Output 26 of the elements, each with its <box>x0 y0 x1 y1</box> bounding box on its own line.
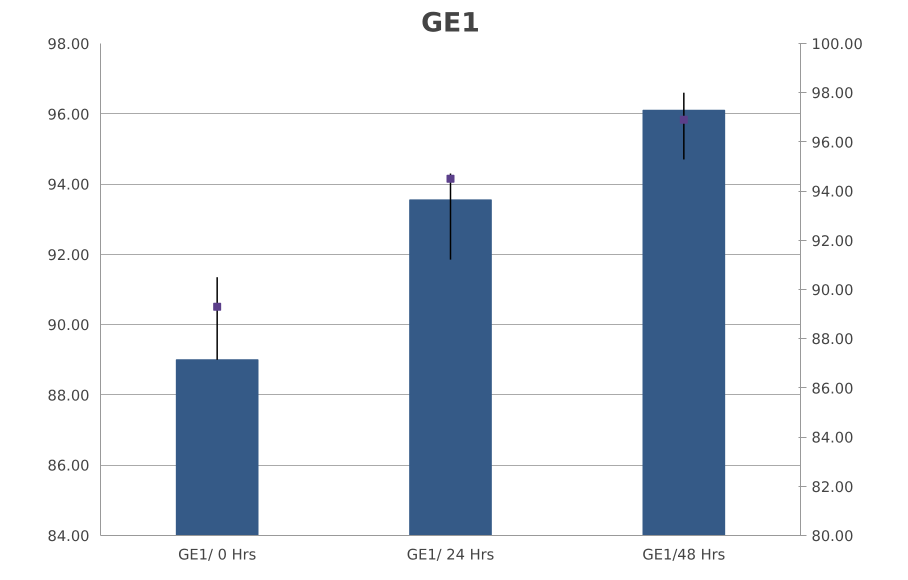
y-tick-label: 88.00 <box>48 387 90 404</box>
x-tick-label: GE1/48 Hrs <box>642 546 726 564</box>
y2-tick-label: 100.00 <box>812 36 863 53</box>
y2-tick-label: 84.00 <box>812 430 854 447</box>
y2-tick-label: 92.00 <box>812 232 854 250</box>
y-tick-label: 92.00 <box>48 246 90 264</box>
y-tick-label: 84.00 <box>48 528 90 545</box>
y-tick-label: 86.00 <box>48 458 90 475</box>
y2-tick-label: 98.00 <box>812 85 854 102</box>
x-tick-label: GE1/ 24 Hrs <box>406 546 494 564</box>
y2-tick-label: 90.00 <box>812 282 854 299</box>
chart-title: GE1 <box>421 8 480 38</box>
y2-tick-label: 94.00 <box>812 184 854 201</box>
point <box>680 116 688 124</box>
point <box>446 174 454 183</box>
y-tick-label: 96.00 <box>48 106 90 124</box>
y-tick-label: 94.00 <box>48 176 90 194</box>
y2-tick-label: 86.00 <box>812 380 854 398</box>
y2-tick-label: 82.00 <box>812 478 854 496</box>
y2-tick-label: 96.00 <box>812 134 854 152</box>
y-tick-label: 98.00 <box>48 36 90 53</box>
x-tick-label: GE1/ 0 Hrs <box>178 546 256 564</box>
y-tick-label: 90.00 <box>48 317 90 334</box>
y2-tick-label: 80.00 <box>812 528 854 545</box>
point <box>213 302 222 311</box>
y2-tick-label: 88.00 <box>812 331 854 348</box>
